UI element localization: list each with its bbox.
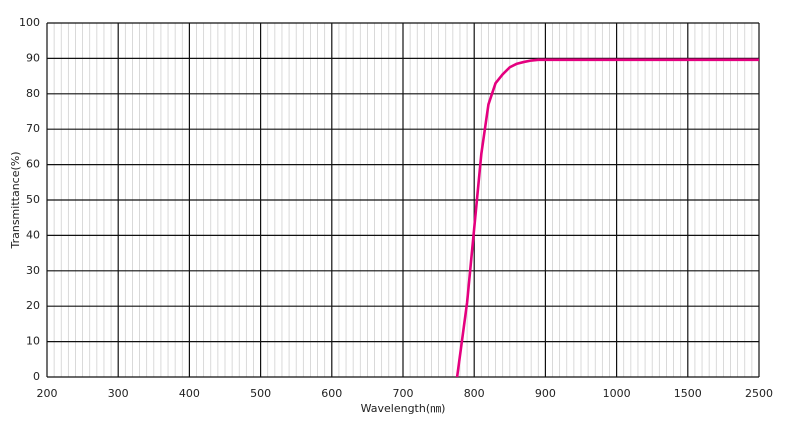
y-tick-label: 40 <box>26 228 40 241</box>
x-tick-label: 1000 <box>603 387 631 400</box>
y-tick-label: 80 <box>26 87 40 100</box>
x-tick-label: 200 <box>37 387 58 400</box>
x-tick-label: 400 <box>179 387 200 400</box>
x-axis-label: Wavelength(㎚) <box>361 402 446 415</box>
x-tick-label: 600 <box>321 387 342 400</box>
x-tick-label: 900 <box>535 387 556 400</box>
y-tick-label: 10 <box>26 335 40 348</box>
y-tick-label: 60 <box>26 158 40 171</box>
data-line <box>455 58 759 378</box>
y-tick-label: 0 <box>33 370 40 383</box>
y-tick-label: 70 <box>26 122 40 135</box>
y-tick-label: 100 <box>19 16 40 29</box>
y-tick-label: 50 <box>26 193 40 206</box>
x-tick-label: 2500 <box>745 387 773 400</box>
y-axis-label: Transmittance(%) <box>9 151 22 249</box>
x-tick-label: 300 <box>108 387 129 400</box>
x-tick-label: 800 <box>464 387 485 400</box>
y-tick-label: 30 <box>26 264 40 277</box>
x-tick-label: 1500 <box>674 387 702 400</box>
x-tick-label: 700 <box>393 387 414 400</box>
x-tick-label: 500 <box>250 387 271 400</box>
y-tick-label: 20 <box>26 299 40 312</box>
y-tick-label: 90 <box>26 51 40 64</box>
